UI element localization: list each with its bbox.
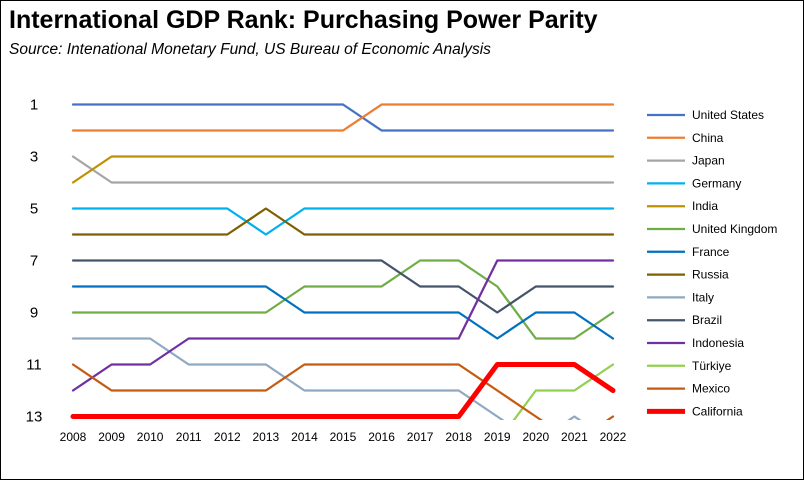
- x-tick-label: 2012: [214, 430, 241, 444]
- series-line-indonesia: [71, 259, 615, 392]
- legend: United States China Japan Germany India Unite…: [647, 108, 777, 418]
- legend-label-united-kingdom: United Kingdom: [692, 222, 777, 236]
- series-line-france: [71, 285, 615, 340]
- chart-title: International GDP Rank: Purchasing Power…: [9, 6, 598, 34]
- legend-label-indonesia: Indonesia: [692, 336, 744, 350]
- series-line-japan: [71, 155, 615, 184]
- legend-label-t-rkiye: Türkiye: [692, 359, 732, 373]
- x-tick-label: 2019: [484, 430, 511, 444]
- x-tick-label: 2016: [368, 430, 395, 444]
- y-tick-label: 13: [26, 409, 43, 426]
- legend-label-japan: Japan: [692, 154, 725, 168]
- x-tick-label: 2015: [330, 430, 357, 444]
- series-line-united-states: [71, 103, 615, 132]
- x-tick-label: 2022: [600, 430, 627, 444]
- series-line-united-kingdom: [71, 259, 615, 340]
- series-line-california: [70, 362, 616, 419]
- x-tick-label: 2011: [176, 430, 202, 444]
- x-tick-label: 2008: [60, 430, 87, 444]
- legend-label-china: China: [692, 131, 724, 145]
- series-line-brazil: [71, 259, 615, 314]
- legend-label-italy: Italy: [692, 290, 714, 304]
- x-tick-label: 2013: [252, 430, 279, 444]
- legend-label-germany: Germany: [692, 176, 741, 190]
- series-line-italy: [71, 337, 582, 420]
- legend-label-brazil: Brazil: [692, 313, 722, 327]
- y-tick-label: 5: [30, 201, 38, 218]
- legend-label-france: France: [692, 245, 730, 259]
- legend-label-united-states: United States: [692, 108, 764, 122]
- legend-label-california: California: [692, 404, 743, 418]
- x-tick-label: 2020: [522, 430, 549, 444]
- x-tick-label: 2021: [561, 430, 588, 444]
- x-tick-label: 2009: [98, 430, 125, 444]
- legend-label-india: India: [692, 199, 718, 213]
- y-tick-label: 3: [30, 149, 38, 166]
- legend-label-mexico: Mexico: [692, 382, 730, 396]
- y-tick-label: 11: [26, 357, 42, 374]
- x-axis: 2008 2009 2010 2011 2012 2013 2014 2015 2016 2017…: [60, 430, 627, 444]
- y-tick-label: 1: [30, 97, 38, 114]
- series-lines: [70, 103, 616, 420]
- x-tick-label: 2014: [291, 430, 318, 444]
- y-tick-label: 7: [30, 253, 38, 270]
- series-line-india: [71, 155, 615, 184]
- chart-subtitle: Source: Intenational Monetary Fund, US B…: [9, 41, 491, 58]
- series-line-russia: [71, 207, 615, 236]
- series-line-china: [71, 103, 615, 132]
- x-tick-label: 2010: [137, 430, 164, 444]
- series-line-germany: [71, 207, 615, 236]
- legend-label-russia: Russia: [692, 268, 729, 282]
- series-line-mexico: [71, 363, 615, 420]
- x-tick-label: 2017: [407, 430, 434, 444]
- x-tick-label: 2018: [445, 430, 472, 444]
- y-tick-label: 9: [30, 305, 38, 322]
